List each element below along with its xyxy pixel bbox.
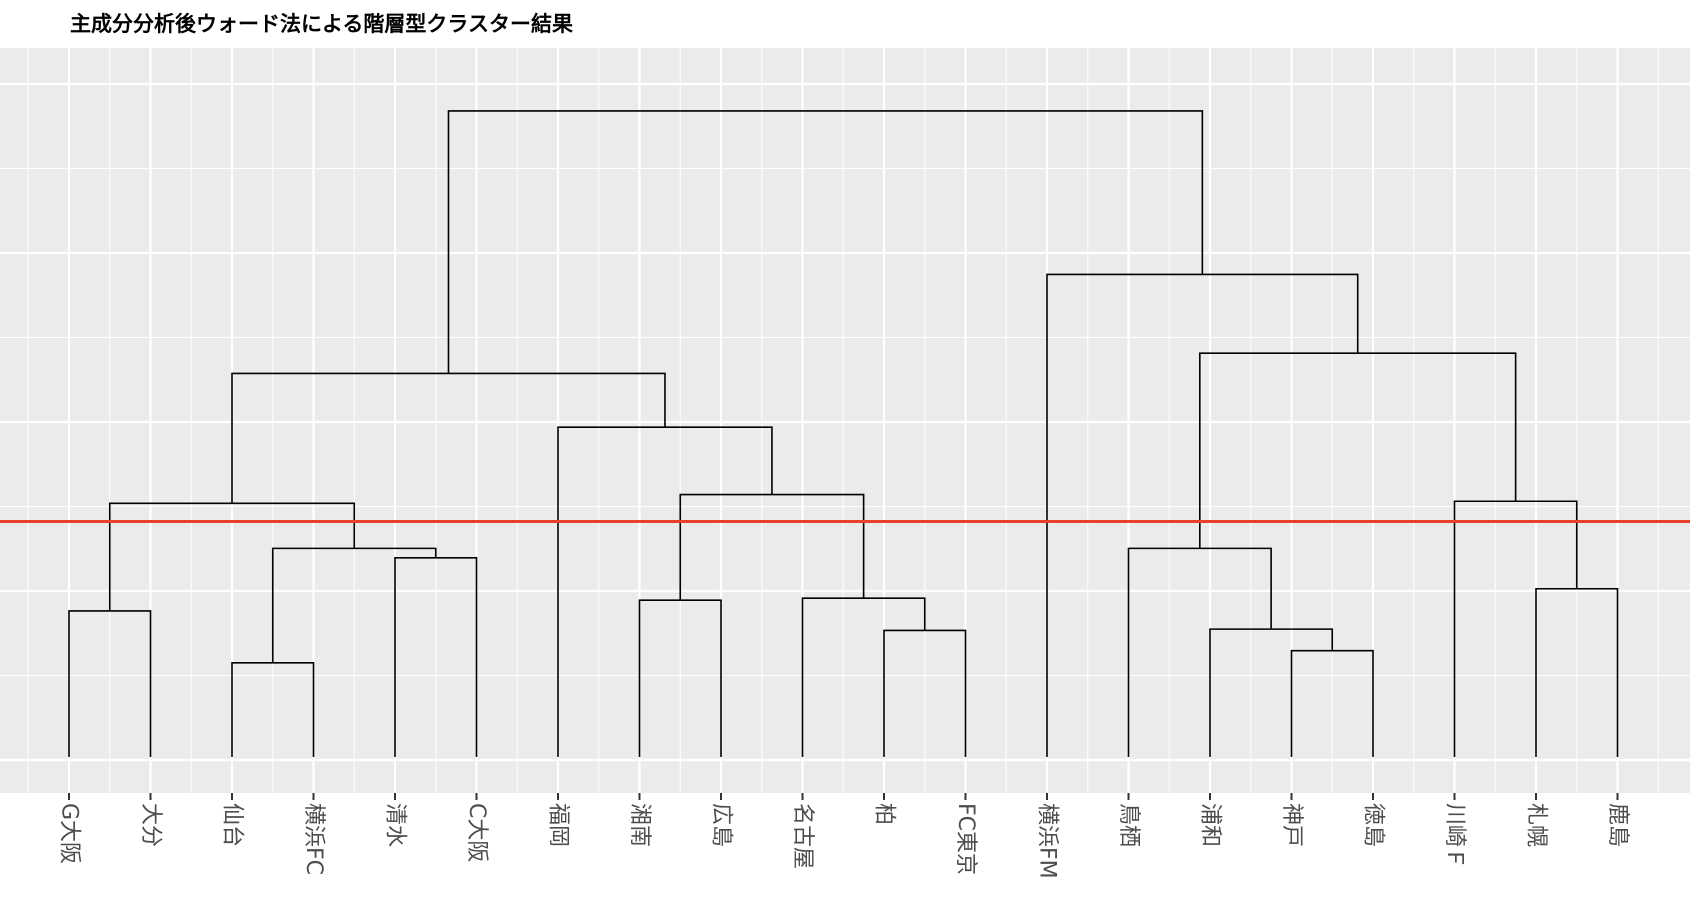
x-tick-label: FC東京 [953, 803, 978, 875]
x-tick-label: 徳島 [1361, 803, 1386, 847]
plot-panel [0, 48, 1690, 793]
x-tick-label: 鳥栖 [1116, 803, 1141, 847]
x-tick-label: 清水 [383, 803, 408, 847]
dendrogram-link [447, 110, 1204, 374]
x-tick-label: 川崎Ｆ [1442, 803, 1467, 869]
x-tick-label: 札幌 [1524, 803, 1549, 847]
x-tick-label: 横浜FM [1035, 803, 1060, 879]
x-tick-label: 名古屋 [790, 803, 815, 869]
x-tick-label: 大分 [138, 803, 163, 847]
x-tick-label: 湘南 [627, 803, 652, 847]
x-tick-label: 鹿島 [1605, 803, 1630, 847]
chart-title: 主成分分析後ウォード法による階層型クラスター結果 [70, 12, 573, 36]
x-axis: G大阪 大分 仙台 横浜FC 清水 C大阪 福岡 湘南 広島 名古屋 柏 FC東京 横浜FM 鳥栖 浦和 神戸… [57, 793, 1630, 879]
x-tick-label: 福岡 [546, 803, 571, 847]
x-tick-label: 仙台 [220, 803, 245, 847]
x-tick-label: G大阪 [57, 803, 82, 864]
x-tick-label: 浦和 [1198, 803, 1223, 847]
x-tick-label: 柏 [872, 803, 897, 825]
x-tick-label: 横浜FC [301, 803, 326, 875]
dendrogram-links [68, 110, 1619, 757]
x-tick-label: C大阪 [464, 803, 489, 862]
x-tick-label: 神戸 [1279, 803, 1304, 847]
x-tick-label: 広島 [709, 803, 734, 847]
